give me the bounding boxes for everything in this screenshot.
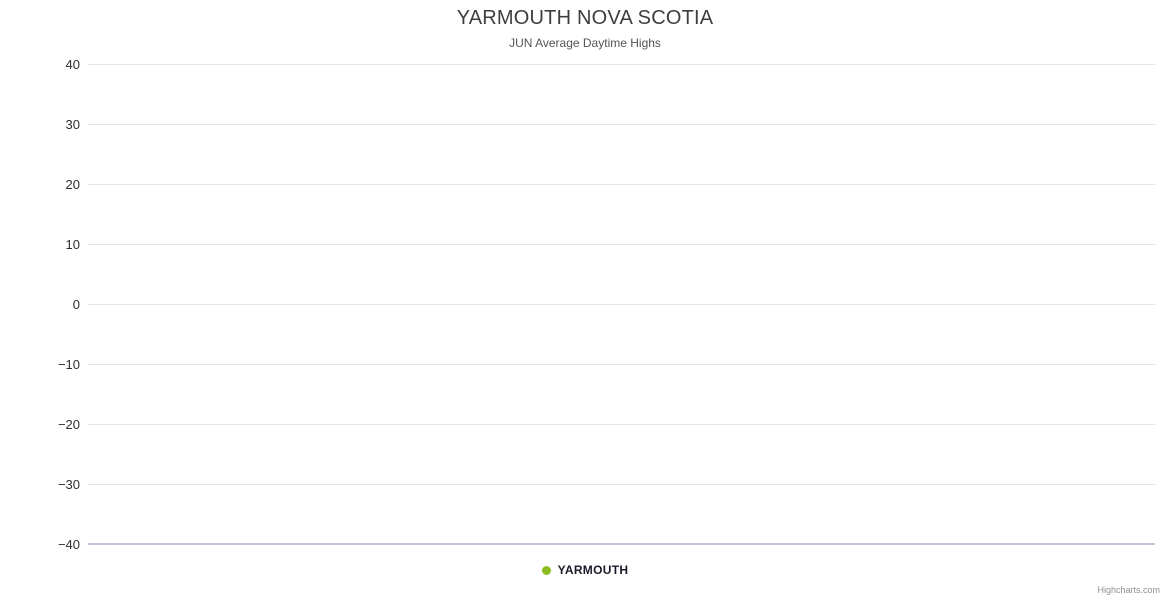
gridline <box>88 184 1155 185</box>
chart-title: YARMOUTH NOVA SCOTIA <box>456 7 714 29</box>
series-marker-dot-icon <box>541 565 551 575</box>
y-axis-tick-label: 10 <box>65 237 80 252</box>
plot-area <box>88 64 1155 545</box>
legend-item-label: YARMOUTH <box>557 563 629 577</box>
legend-item[interactable]: YARMOUTH <box>541 563 629 577</box>
x-axis-line <box>88 543 1155 545</box>
gridline <box>88 304 1155 305</box>
y-axis-tick-label: −30 <box>57 477 80 492</box>
gridline <box>88 484 1155 485</box>
gridline <box>88 364 1155 365</box>
gridline <box>88 424 1155 425</box>
highcharts-credits-link[interactable]: Highcharts.com <box>1097 585 1160 595</box>
gridline <box>88 64 1155 65</box>
y-axis-tick-labels: 40 30 20 10 0 −10 −20 −30 −40 <box>8 58 80 551</box>
gridline <box>88 244 1155 245</box>
gridline <box>88 124 1155 125</box>
y-axis-tick-label: 20 <box>65 177 80 192</box>
chart-legend: YARMOUTH <box>0 563 1170 577</box>
y-axis-tick-label: 30 <box>65 117 80 132</box>
y-axis-tick-label: −40 <box>57 537 80 552</box>
chart-subtitle: JUN Average Daytime Highs <box>509 36 661 50</box>
y-axis-tick-label: 0 <box>72 297 80 312</box>
y-axis-tick-label: −20 <box>57 417 80 432</box>
y-axis-tick-label: −10 <box>57 357 80 372</box>
y-axis-tick-label: 40 <box>65 57 80 72</box>
